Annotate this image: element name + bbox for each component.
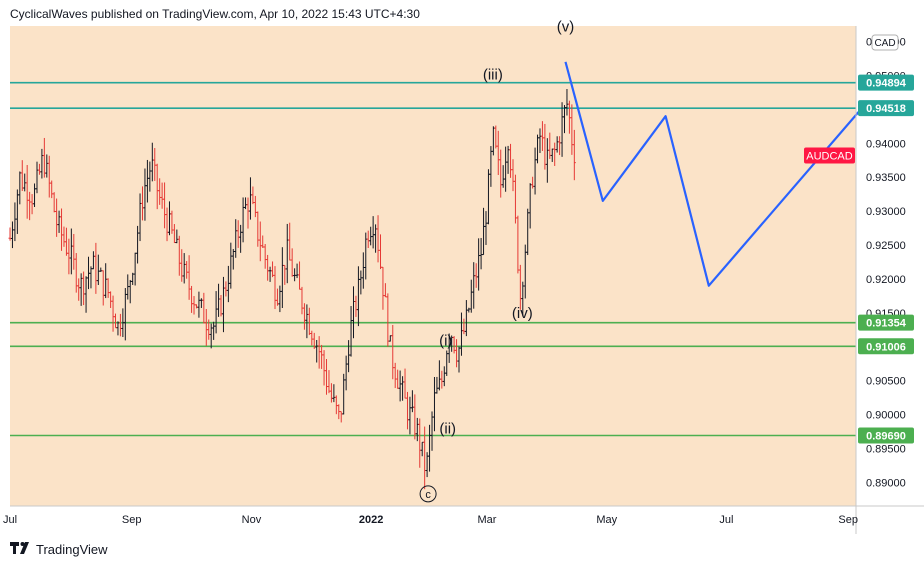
time-tick-label: Jul <box>719 514 733 526</box>
level-price-badge <box>858 338 914 355</box>
wave-label: (v) <box>557 18 575 35</box>
price-tick-label: 0.89000 <box>866 477 906 489</box>
horizontal-levels <box>10 81 856 437</box>
level-price-label: 0.91006 <box>866 341 906 353</box>
price-badges: 0.94894 0.94518 0.91354 0.91006 0.89690 AUDCA… <box>804 74 914 444</box>
footer-brand[interactable]: TradingView <box>36 542 108 557</box>
price-tick-label: 0.92000 <box>866 274 906 286</box>
time-tick-label: Sep <box>838 514 858 526</box>
time-tick-label: May <box>596 514 617 526</box>
symbol-badge <box>804 147 855 164</box>
time-tick-label: Nov <box>242 514 262 526</box>
currency-label: CAD <box>874 38 895 49</box>
price-tick-label: 0.93500 <box>866 172 906 184</box>
wave-label: c <box>425 489 431 501</box>
wave-label: (i) <box>439 332 452 349</box>
time-tick-label: 2022 <box>359 514 383 526</box>
level-price-badge <box>858 100 914 117</box>
time-tick-label: Sep <box>122 514 142 526</box>
time-tick-label: Jul <box>3 514 17 526</box>
tradingview-logo-icon[interactable] <box>10 541 32 558</box>
level-price-label: 0.89690 <box>866 430 906 442</box>
level-price-label: 0.94894 <box>866 78 907 90</box>
price-tick-label: 0.90500 <box>866 376 906 388</box>
plot-background <box>10 26 856 506</box>
projection-layer <box>564 61 869 287</box>
wave-label-circle <box>419 485 437 503</box>
price-tick-label: 0.90000 <box>866 409 906 421</box>
level-price-badge <box>858 74 914 91</box>
wave-label: (iii) <box>483 67 503 84</box>
level-price-badge <box>858 314 914 331</box>
publisher-line: CyclicalWaves published on TradingView.c… <box>10 7 420 21</box>
price-tick-label: 0.94000 <box>866 138 906 150</box>
time-axis: Jul Sep Nov 2022 Mar May Jul Sep <box>3 514 858 526</box>
symbol-label: AUDCAD <box>806 150 853 162</box>
footer: TradingView <box>10 541 108 558</box>
price-tick-label: 0.92500 <box>866 240 906 252</box>
level-price-label: 0.94518 <box>866 103 906 115</box>
time-tick-label: Mar <box>478 514 497 526</box>
currency-badge <box>871 34 899 51</box>
wave-label: (ii) <box>439 420 456 437</box>
wave-label: (iv) <box>512 305 533 322</box>
level-price-label: 0.91354 <box>866 318 907 330</box>
candles <box>8 89 576 490</box>
projection-line <box>564 61 869 287</box>
price-tick-label: 0.93000 <box>866 206 906 218</box>
wave-labels: (iii) (v) (iv) (i) (ii) c <box>419 18 575 503</box>
level-price-badge <box>858 427 914 444</box>
price-tick-label: 0.89500 <box>866 443 906 455</box>
